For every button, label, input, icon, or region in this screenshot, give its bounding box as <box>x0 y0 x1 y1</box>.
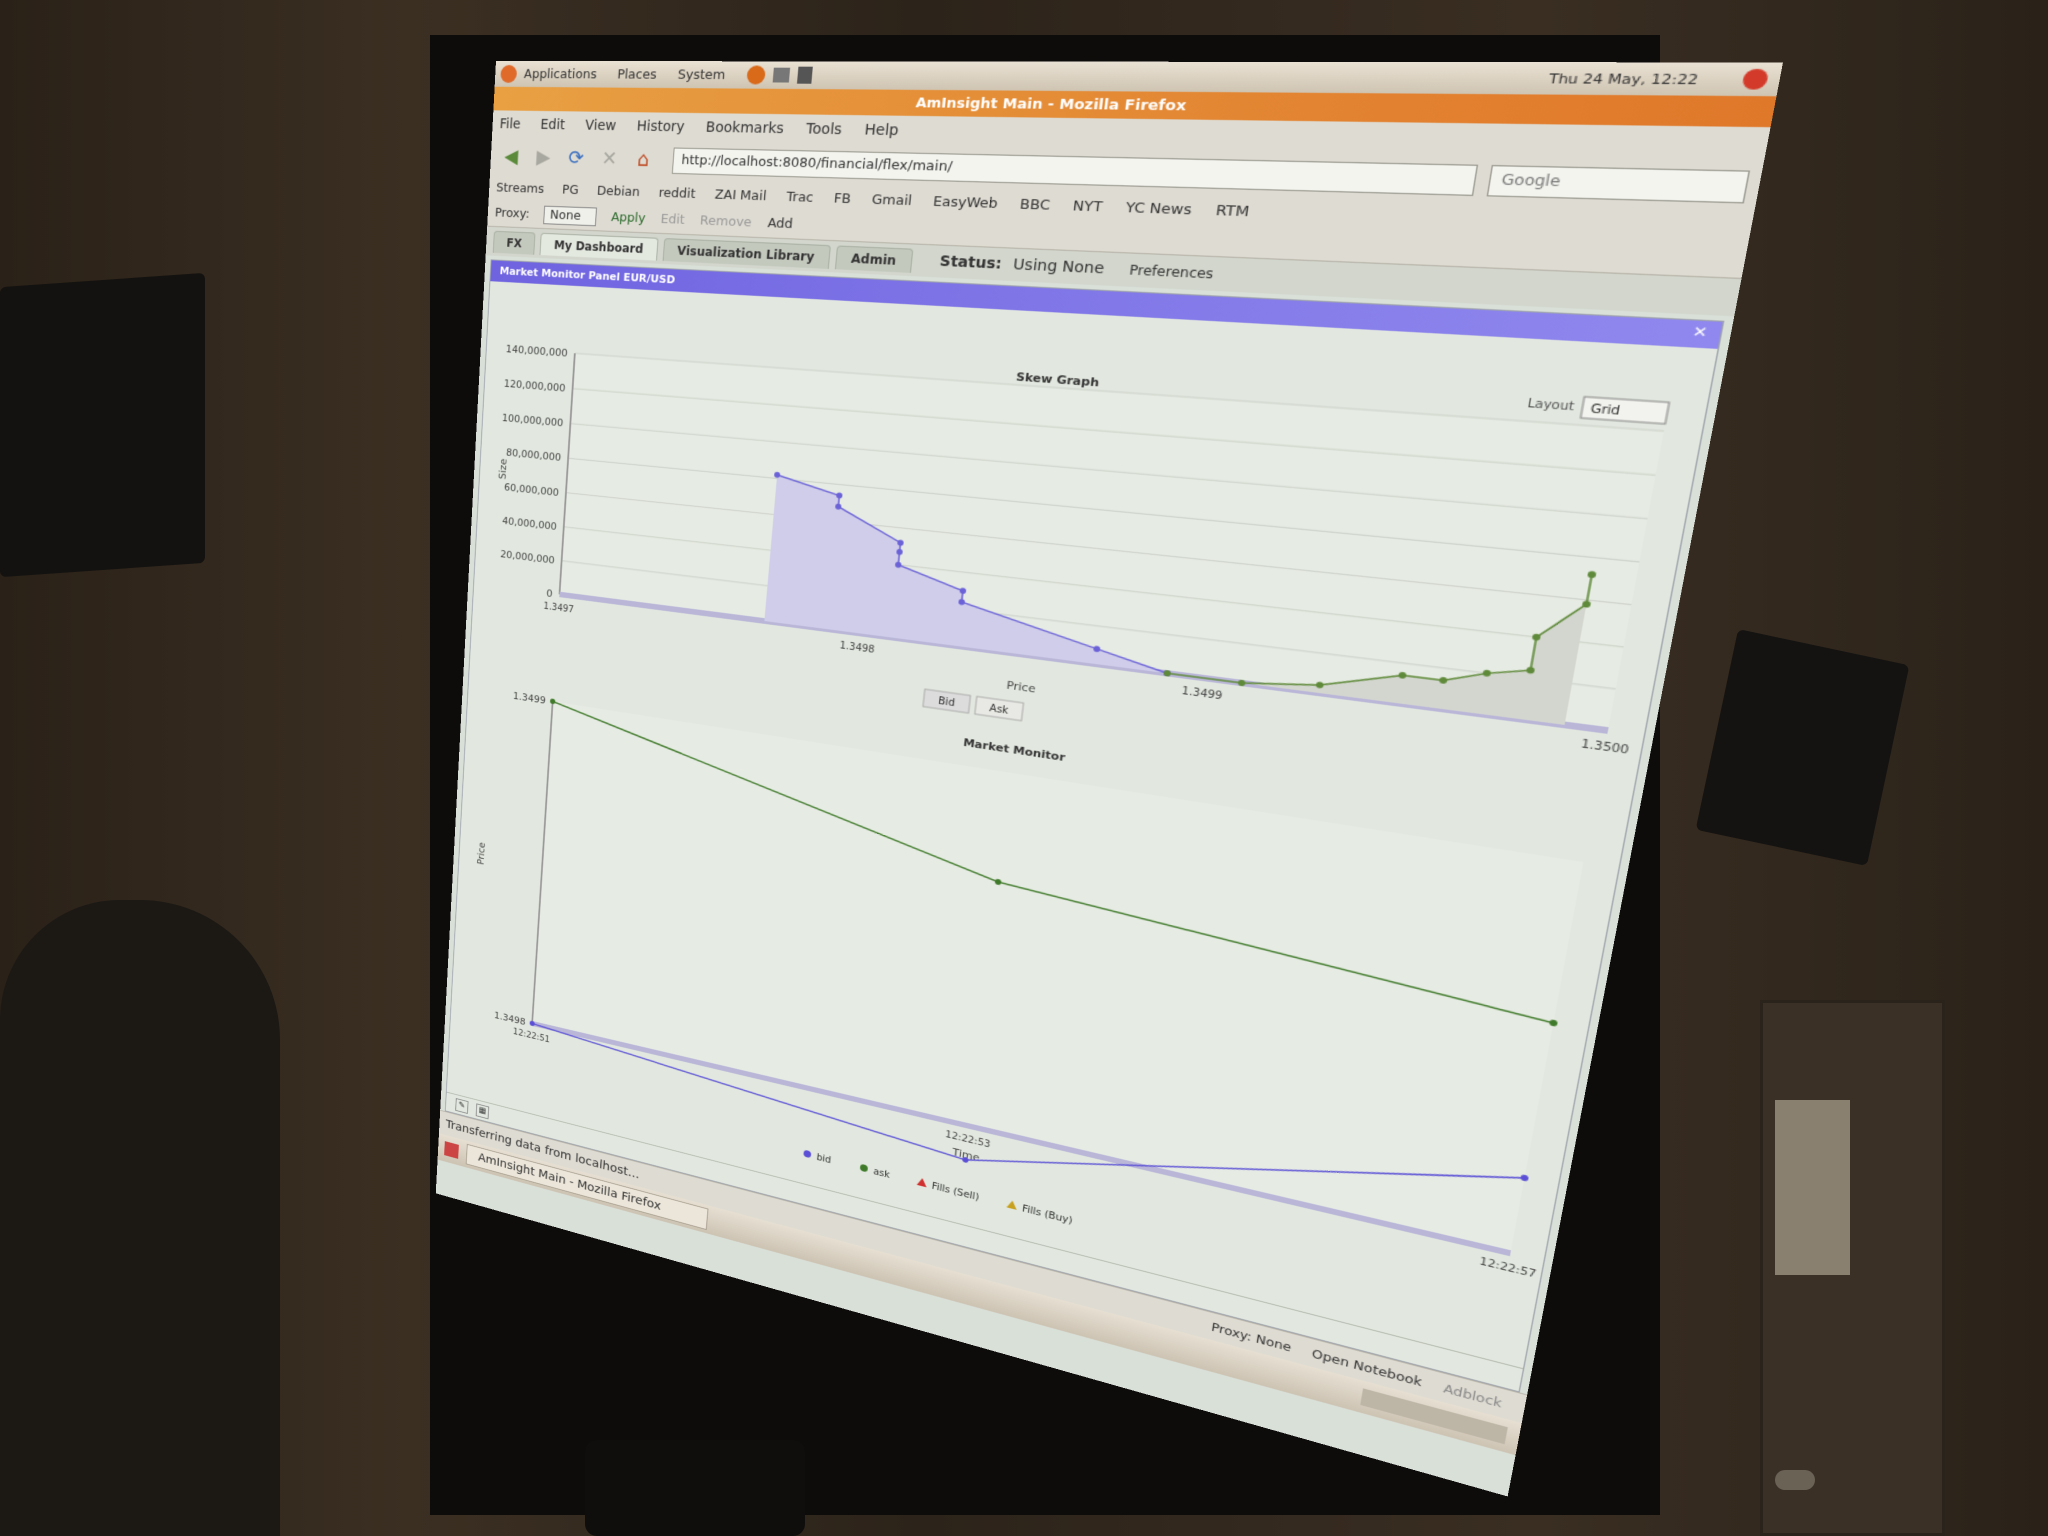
legend-label: Fills (Sell) <box>931 1182 979 1204</box>
monitor-xtick-label: 12:22:51 <box>513 1027 550 1045</box>
layout-label: Layout <box>1526 398 1576 414</box>
menu-help[interactable]: Help <box>864 122 899 140</box>
market-monitor-graph: Market Monitor 1.3499 1.349812:22:51 12:22:… <box>464 666 1619 1341</box>
proxy-remove-button[interactable]: Remove <box>699 213 752 230</box>
bookmark-yc-news[interactable]: YC News <box>1125 199 1193 218</box>
mail-launcher-icon[interactable] <box>773 68 791 83</box>
legend-label: bid <box>816 1153 831 1166</box>
wireless-router <box>585 1440 805 1536</box>
bookmark-debian[interactable]: Debian <box>596 183 640 199</box>
skew-ytick-label: 120,000,000 <box>504 378 566 394</box>
preferences-link[interactable]: Preferences <box>1129 262 1215 281</box>
skew-xlabel: Price <box>1006 680 1036 696</box>
monitor-title: Market Monitor <box>963 737 1066 764</box>
menu-system[interactable]: System <box>677 67 726 83</box>
skew-ytick-label: 40,000,000 <box>502 515 557 532</box>
home-icon[interactable]: ⌂ <box>628 147 658 174</box>
status-value: Using None <box>1012 256 1105 277</box>
proxy-add-button[interactable]: Add <box>767 216 794 232</box>
stop-icon[interactable]: ✕ <box>595 146 625 173</box>
proxy-select[interactable]: None <box>543 206 597 227</box>
firefox-launcher-icon[interactable] <box>747 65 767 84</box>
window-title: AmInsight Main - Mozilla Firefox <box>915 95 1187 115</box>
layout-select-value: Grid <box>1589 403 1621 418</box>
monitor-xtick-label: 12:22:57 <box>1479 1257 1537 1281</box>
skew-ytick-label: 20,000,000 <box>500 549 555 567</box>
bookmark-fb[interactable]: FB <box>833 190 851 206</box>
bookmark-nyt[interactable]: NYT <box>1072 198 1103 216</box>
menu-applications[interactable]: Applications <box>524 67 598 82</box>
skew-xtick-label: 1.3499 <box>1181 686 1224 703</box>
legend-marker-bid <box>803 1150 811 1159</box>
search-input[interactable]: Google <box>1487 165 1750 203</box>
skew-xtick-label: 1.3498 <box>839 641 875 656</box>
tab-fx[interactable]: FX <box>493 230 536 254</box>
market-monitor-panel: Market Monitor Panel EUR/USD ✕ 140,000,0… <box>445 259 1725 1392</box>
bookmark-rtm[interactable]: RTM <box>1215 202 1251 220</box>
menu-tools[interactable]: Tools <box>805 121 842 139</box>
tab-admin[interactable]: Admin <box>835 245 914 272</box>
panel-clock[interactable]: Thu 24 May, 12:22 <box>1548 70 1700 87</box>
skew-ytick-label: 80,000,000 <box>506 448 562 465</box>
layout-icon[interactable]: ▦ <box>476 1103 489 1119</box>
monitor-xtick-label: 12:22:53 <box>945 1130 991 1151</box>
right-wall-speaker <box>1696 629 1910 866</box>
bookmark-easyweb[interactable]: EasyWeb <box>932 193 998 211</box>
proxy-apply-button[interactable]: Apply <box>611 210 646 226</box>
legend-label: ask <box>873 1167 891 1181</box>
menu-history[interactable]: History <box>636 118 685 135</box>
bookmark-zai-mail[interactable]: ZAI Mail <box>714 187 767 204</box>
bookmark-pg[interactable]: PG <box>562 182 579 197</box>
back-arrow-icon[interactable]: ◀ <box>497 144 525 170</box>
legend-marker-fillsbuy <box>1006 1199 1017 1210</box>
proxy-label: Proxy: <box>495 206 530 222</box>
menu-view[interactable]: View <box>585 118 617 135</box>
ubuntu-logo-icon[interactable] <box>500 65 517 83</box>
status-display: Status: Using None <box>939 253 1105 278</box>
skew-ylabel: Size <box>498 458 510 480</box>
legend-label: Fills (Buy) <box>1021 1204 1073 1227</box>
status-label: Status: <box>939 253 1003 273</box>
bookmark-gmail[interactable]: Gmail <box>871 192 913 209</box>
bookmark-reddit[interactable]: reddit <box>658 185 696 201</box>
monitor-ylabel: Price <box>476 841 487 865</box>
left-wall-speaker <box>0 273 205 577</box>
power-icon[interactable] <box>1741 69 1769 90</box>
legend-marker-fillssell <box>917 1177 928 1187</box>
bookmark-bbc[interactable]: BBC <box>1019 196 1051 213</box>
close-icon[interactable]: ✕ <box>1686 323 1713 344</box>
bid-toggle-label: Bid <box>938 696 956 709</box>
door-poster <box>1775 1100 1850 1275</box>
skew-ytick-label: 100,000,000 <box>502 413 564 430</box>
menu-file[interactable]: File <box>499 116 521 132</box>
proxy-edit-button[interactable]: Edit <box>660 212 685 228</box>
edit-icon[interactable]: ✎ <box>455 1098 468 1114</box>
tab-my-dashboard[interactable]: My Dashboard <box>540 232 658 260</box>
presenter <box>0 900 280 1536</box>
show-desktop-icon[interactable] <box>444 1141 459 1159</box>
skew-ytick-label: 0 <box>546 588 553 600</box>
bookmark-trac[interactable]: Trac <box>786 189 814 205</box>
menu-bookmarks[interactable]: Bookmarks <box>705 119 784 137</box>
monitor-ytick-label: 1.3499 <box>513 691 546 707</box>
bookmark-streams[interactable]: Streams <box>496 180 545 196</box>
shield-launcher-icon[interactable] <box>797 67 813 84</box>
skew-ytick-label: 60,000,000 <box>504 482 559 499</box>
monitor-ytick-label: 1.3498 <box>494 1011 526 1028</box>
skew-xtick-label: 1.3497 <box>543 602 574 616</box>
door-handle <box>1775 1470 1815 1490</box>
skew-xtick-label: 1.3500 <box>1580 739 1630 758</box>
forward-arrow-icon[interactable]: ▶ <box>529 144 558 170</box>
menu-edit[interactable]: Edit <box>540 117 566 133</box>
tab-visualization-library[interactable]: Visualization Library <box>662 238 830 269</box>
legend-marker-ask <box>860 1164 868 1173</box>
reload-icon[interactable]: ⟳ <box>562 145 591 171</box>
skew-ytick-label: 140,000,000 <box>506 344 568 360</box>
menu-places[interactable]: Places <box>617 67 657 83</box>
